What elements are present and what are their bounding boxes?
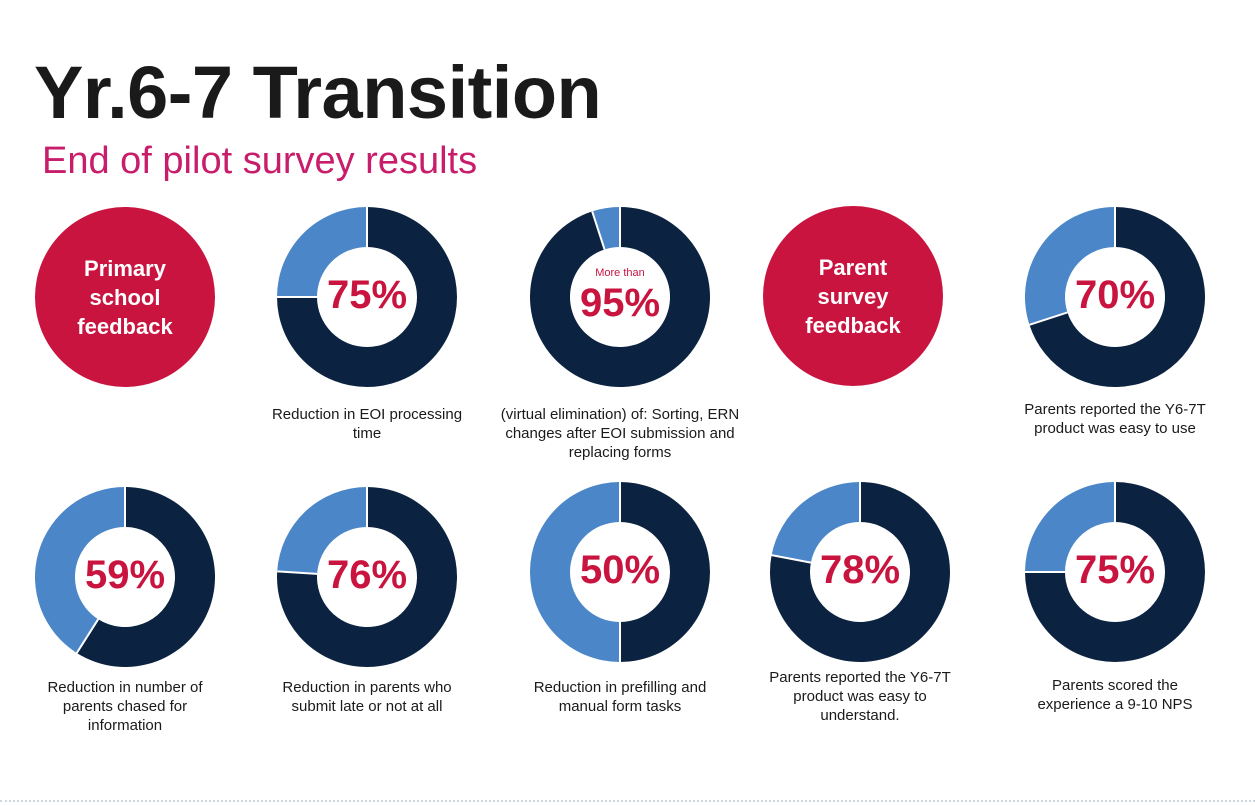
donut-chart-6: 50% [530, 482, 710, 662]
donut-value-segment [620, 482, 710, 662]
donut-remainder-segment [1025, 207, 1115, 325]
donut-chart-2: More than 95% [530, 207, 710, 387]
page-subtitle: End of pilot survey results [42, 140, 478, 182]
donut-value-label: 75% [326, 273, 408, 317]
donut-svg [530, 207, 710, 387]
donut-svg [530, 482, 710, 662]
donut-value-label: 75% [1074, 548, 1156, 592]
donut-value-label: 95% [579, 281, 661, 325]
donut-value-segment [76, 487, 215, 667]
donut-caption: Reduction in parents who submit late or … [282, 679, 452, 715]
donut-value-label: 70% [1074, 273, 1156, 317]
bottom-divider [0, 800, 1255, 802]
donut-chart-4: 59% [35, 487, 215, 667]
donut-chart-3: 70% [1025, 207, 1205, 387]
parent-survey-badge-label: Parent survey feedback [805, 254, 901, 338]
donut-remainder-segment [277, 487, 367, 574]
primary-school-badge: Primary school feedback [35, 207, 215, 387]
donut-caption: Reduction in EOI processing time [271, 406, 463, 442]
donut-segment-separator [75, 618, 100, 654]
donut-chart-5: 76% [277, 487, 457, 667]
donut-chart-7: 78% [770, 482, 950, 662]
donut-lead-label: More than [595, 267, 645, 279]
primary-school-badge-label: Primary school feedback [77, 255, 173, 339]
donut-svg [277, 207, 457, 387]
donut-segment-separator [591, 211, 606, 250]
donut-caption: Parents reported the Y6-7T product was e… [769, 669, 951, 724]
donut-value-label: 76% [326, 553, 408, 597]
donut-value-segment [277, 487, 457, 667]
donut-segment-separator [771, 554, 812, 564]
donut-caption: Reduction in number of parents chased fo… [47, 679, 203, 734]
donut-segment-separator [277, 570, 318, 575]
donut-remainder-segment [35, 487, 125, 653]
donut-value-label: 59% [84, 553, 166, 597]
donut-remainder-segment [771, 482, 860, 563]
donut-value-segment [277, 207, 457, 387]
donut-remainder-segment [530, 482, 620, 662]
donut-svg [277, 487, 457, 667]
page-title: Yr.6-7 Transition [34, 51, 602, 134]
donut-svg [1025, 207, 1205, 387]
donut-segment-separator [1029, 311, 1068, 326]
donut-remainder-segment [1025, 482, 1115, 572]
donut-value-segment [770, 482, 950, 662]
parent-survey-badge: Parent survey feedback [763, 206, 943, 386]
donut-svg [770, 482, 950, 662]
donut-chart-1: 75% [277, 207, 457, 387]
donut-remainder-segment [592, 207, 620, 250]
donut-value-label: 78% [819, 548, 901, 592]
donut-svg [1025, 482, 1205, 662]
donut-value-label: 50% [579, 548, 661, 592]
donut-caption: Parents reported the Y6-7T product was e… [1024, 401, 1206, 437]
donut-caption: (virtual elimination) of: Sorting, ERN c… [500, 406, 740, 461]
donut-value-segment [1029, 207, 1205, 387]
donut-svg [35, 487, 215, 667]
donut-value-segment [1025, 482, 1205, 662]
donut-remainder-segment [277, 207, 367, 297]
donut-caption: Reduction in prefilling and manual form … [533, 679, 707, 715]
donut-value-segment [530, 207, 710, 387]
donut-caption: Parents scored the experience a 9-10 NPS [1037, 677, 1193, 713]
donut-chart-8: 75% [1025, 482, 1205, 662]
